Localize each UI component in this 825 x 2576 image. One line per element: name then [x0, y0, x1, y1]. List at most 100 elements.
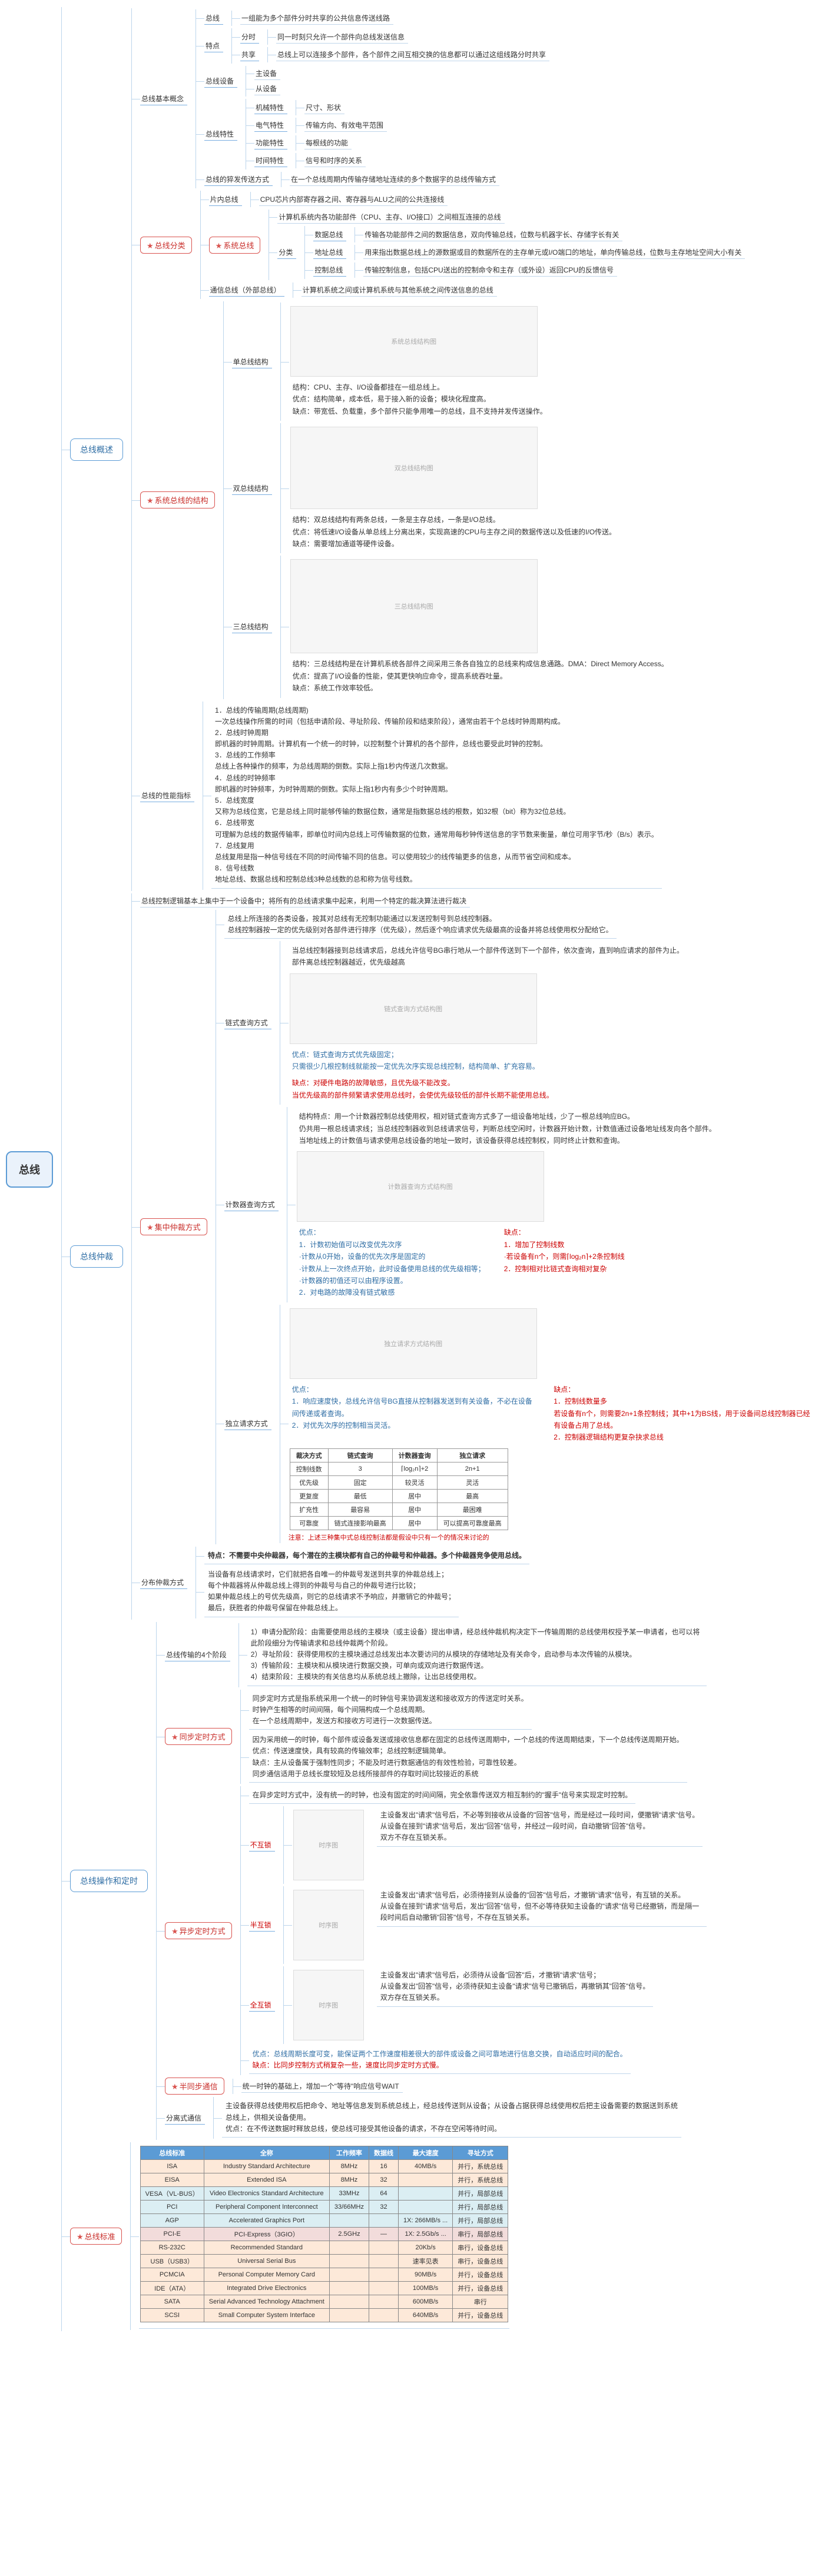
diagram-singlebus: 系统总线结构图结构：CPU、主存、I/O设备都挂在一组总线上。优点：结构简单，成…: [289, 304, 551, 420]
leaf-v: 传输各功能部件之间的数据信息，双向传输总线，位数与机器字长、存储字长有关: [363, 228, 622, 241]
root-node: 总线: [6, 1151, 53, 1188]
label: 总线标准: [85, 2232, 115, 2241]
leaf: 双总线结构: [232, 482, 272, 495]
intro: 总线控制逻辑基本上集中于一个设备中；将所有的总线请求集中起来，利用一个特定的裁决…: [140, 895, 470, 908]
n-async: ★异步定时方式: [165, 1922, 232, 1939]
leaf-v: CPU芯片内部寄存器之间、寄存器与ALU之间的公共连接线: [259, 193, 448, 206]
n-dev: 总线设备: [204, 75, 237, 88]
t: 在异步定时方式中，没有统一的时钟，也没有固定的时间间隔，完全依靠传送双方相互制约…: [249, 1787, 636, 1804]
con: 缺点：1．控制线数量多 若设备有n个，则需要2n+1条控制线；其中+1为BS线，…: [554, 1385, 810, 1442]
t: 当总线控制器接到总线请求后，总线允许信号BG串行地从一个部件传送到下一个部件，依…: [289, 942, 687, 971]
leaf: 一组能为多个部件分时共享的公共信息传送线路: [240, 12, 393, 25]
label: 同步定时方式: [180, 1733, 226, 1741]
indep-block: 独立请求方式结构图 优点：1．响应速度快，总线允许信号BG直接从控制器发送到有关…: [289, 1306, 819, 1542]
n-4stage: 总线传输的4个阶段: [165, 1648, 230, 1661]
leaf-k: 功能特性: [254, 137, 287, 149]
t: 主设备发出"请求"信号后，必须待接到从设备的"回答"信号后，才撤销"请求"信号，…: [377, 1887, 707, 1927]
t: 主设备发出"请求"信号后，不必等到接收从设备的"回答"信号，而是经过一段时间，便…: [377, 1807, 703, 1847]
leaf: 全互锁: [249, 1999, 275, 2012]
leaf: 主设备: [254, 67, 280, 80]
leaf-v: 总线上可以连接多个部件，各个部件之间互相交换的信息都可以通过这组线路分时共享: [276, 48, 549, 61]
leaf-v: 同一时刻只允许一个部件向总线发送信息: [276, 31, 408, 44]
leaf: 在一个总线周期内传输存储地址连续的多个数据字的总线传输方式: [290, 173, 499, 186]
leaf: 半互锁: [249, 1919, 275, 1932]
t: 结构特点：用一个计数器控制总线使用权，相对链式查询方式多了一组设备地址线，少了一…: [296, 1108, 720, 1149]
text: 总线上所连接的各类设备，按其对总线有无控制功能通过以发送控制号到总线控制器。总线…: [224, 911, 617, 939]
leaf-k: 分时: [240, 31, 259, 44]
leaf-v: 计算机系统之间或计算机系统与其他系统之间传送信息的总线: [301, 284, 497, 297]
note: 注意：上述三种集中式总线控制法都是假设中只有一个的情况来讨论的: [289, 1533, 819, 1542]
leaf-v: 用来指出数据总线上的源数据或目的数据所在的主存单元或I/O端口的地址，单向传输总…: [363, 246, 745, 259]
n-burst: 总线的猝发传送方式: [204, 173, 273, 186]
leaf: 三总线结构: [232, 620, 272, 633]
arbit-compare-table: 裁决方式链式查询计数器查询独立请求 控制线数3⌈log₂n⌉+22n+1优先级固…: [290, 1448, 508, 1530]
n-bus: 总线: [204, 12, 223, 25]
label: 系统总线的结构: [155, 496, 208, 505]
steps: 当设备有总线请求时，它们就把各自唯一的仲裁号发送到共享的仲裁总线上；每个仲裁器将…: [204, 1567, 459, 1617]
n-central: ★集中仲裁方式: [140, 1218, 207, 1235]
leaf-k: 片内总线: [209, 193, 242, 206]
leaf-k: 通信总线（外部总线）: [209, 284, 284, 297]
leaf: 独立请求方式: [224, 1417, 271, 1430]
standards-table: 总线标准全称工作频率数据线最大速度寻址方式 ISAIndustry Standa…: [140, 2146, 509, 2322]
con: 缺点：1．增加了控制线数 ·若设备有n个，则需⌈log₂n⌉+2条控制线2．控制…: [504, 1228, 625, 1272]
standards-table-wrap: 总线标准全称工作频率数据线最大速度寻址方式 ISAIndustry Standa…: [139, 2143, 510, 2329]
n-feature: 特点: [204, 39, 223, 52]
con: 缺点：对硬件电路的故障敏感，且优先级不能改变。当优先级高的部件频繁请求使用总线时…: [292, 1079, 554, 1099]
pro: 优点：总线周期长度可变，能保证两个工作速度相差很大的部件或设备之间可靠地进行信息…: [253, 2050, 627, 2058]
n-struct: ★系统总线的结构: [140, 491, 215, 508]
leaf: 链式查询方式: [224, 1016, 271, 1029]
diagram-dualbus: 双总线结构图结构：双总线结构有两条总线，一条是主存总线，一条是I/O总线。优点：…: [289, 424, 619, 552]
label: 异步定时方式: [180, 1927, 226, 1936]
t: 特点：不需要中央仲裁器，每个潜在的主模块都有自己的仲裁号和仲裁器。多个仲裁器竞争…: [208, 1551, 526, 1560]
t: 主设备发出"请求"信号后，必须待从设备"回答"后，才撤销"请求"信号；从设备发出…: [377, 1967, 654, 2007]
mindmap-root: 总线 总线概述 总线基本概念 总线 一组能为多个部件分时共享的公共信息传送线路: [6, 6, 819, 2332]
pro: 优点：链式查询方式优先级固定；只需很少几根控制线就能按一定优先次序实现总线控制，…: [292, 1051, 539, 1071]
leaf-k: 共享: [240, 48, 259, 61]
label: 集中仲裁方式: [155, 1223, 201, 1232]
note: 结构：三总线结构是在计算机系统各部件之间采用三条各自独立的总线来构成信息通路。D…: [289, 656, 672, 696]
leaf: 单总线结构: [232, 355, 272, 368]
leaf-k: 分类: [277, 246, 296, 259]
n-sysbus: ★系统总线: [209, 237, 261, 254]
n-perf: 总线的性能指标: [140, 789, 194, 802]
chain-block: 当总线控制器接到总线请求后，总线允许信号BG串行地从一个部件传送到下一个部件，依…: [289, 942, 687, 1103]
leaf-k: 时间特性: [254, 154, 287, 167]
n-char: 总线特性: [204, 128, 237, 141]
pro: 优点：1．响应速度快，总线允许信号BG直接从控制器发送到有关设备，不必在设备间传…: [292, 1385, 532, 1430]
n-semisync: ★半同步通信: [165, 2078, 224, 2095]
con: 缺点：比同步控制方式稍复杂一些，速度比同步定时方式慢。: [253, 2061, 443, 2069]
leaf-k: 控制总线: [313, 264, 346, 277]
leaf-k: 地址总线: [313, 246, 346, 259]
n-split: 分离式通信: [165, 2112, 205, 2125]
text: 因为采用统一的时钟，每个部件或设备发送或接收信息都在固定的总线传送周期中，一个总…: [249, 1732, 687, 1783]
diagram-tribus: 三总线结构图结构：三总线结构是在计算机系统各部件之间采用三条各自独立的总线来构成…: [289, 557, 672, 696]
branch-standard: ★总线标准: [70, 2228, 122, 2245]
leaf-v: 传输方向、有效电平范围: [304, 119, 387, 132]
n-sync: ★同步定时方式: [165, 1728, 232, 1745]
note: 结构：双总线结构有两条总线，一条是主存总线，一条是I/O总线。优点：将低速I/O…: [289, 511, 619, 552]
n-classify: ★总线分类: [140, 237, 192, 254]
leaf: 计算机系统内各功能部件（CPU、主存、I/O接口）之间相互连接的总线: [277, 211, 504, 224]
t: 主设备获得总线使用权后把命令、地址等信息发到系统总线上，经总线传送到从设备；从设…: [222, 2098, 681, 2138]
leaf: 不互锁: [249, 1839, 275, 1852]
leaf: 从设备: [254, 82, 280, 95]
note: 结构：CPU、主存、I/O设备都挂在一组总线上。优点：结构简单，成本低，易于接入…: [289, 379, 551, 420]
pro: 优点：1．计数初始值可以改变优先次序 ·计数从0开始，设备的优先次序是固定的 ·…: [299, 1228, 485, 1297]
perf-text: 1．总线的传输周期(总线周期)一次总线操作所需的时间（包括申请阶段、寻址阶段、传…: [211, 703, 662, 889]
leaf: 计数器查询方式: [224, 1198, 279, 1211]
n-distrib: 分布仲裁方式: [140, 1576, 187, 1589]
leaf-v: 传输控制信息，包括CPU送出的控制命令和主存（或外设）返回CPU的反馈信号: [363, 264, 617, 277]
text: 1）申请分配阶段：由需要使用总线的主模块（或主设备）提出申请，经总线仲裁机构决定…: [247, 1624, 707, 1686]
leaf-v: 每根线的功能: [304, 137, 352, 149]
leaf-v: 尺寸、形状: [304, 101, 344, 114]
leaf-k: 电气特性: [254, 119, 287, 132]
t: 同步定时方式是指系统采用一个统一的时钟信号来协调发送和接收双方的传送定时关系。时…: [249, 1691, 532, 1730]
label: 系统总线: [223, 241, 254, 250]
n-basic: 总线基本概念: [140, 92, 187, 105]
label: 半同步通信: [180, 2082, 218, 2091]
leaf-v: 信号和时序的关系: [304, 154, 366, 167]
counter-block: 结构特点：用一个计数器控制总线使用权，相对链式查询方式多了一组设备地址线，少了一…: [296, 1108, 720, 1301]
label: 总线分类: [155, 241, 185, 250]
leaf-k: 数据总线: [313, 228, 346, 241]
